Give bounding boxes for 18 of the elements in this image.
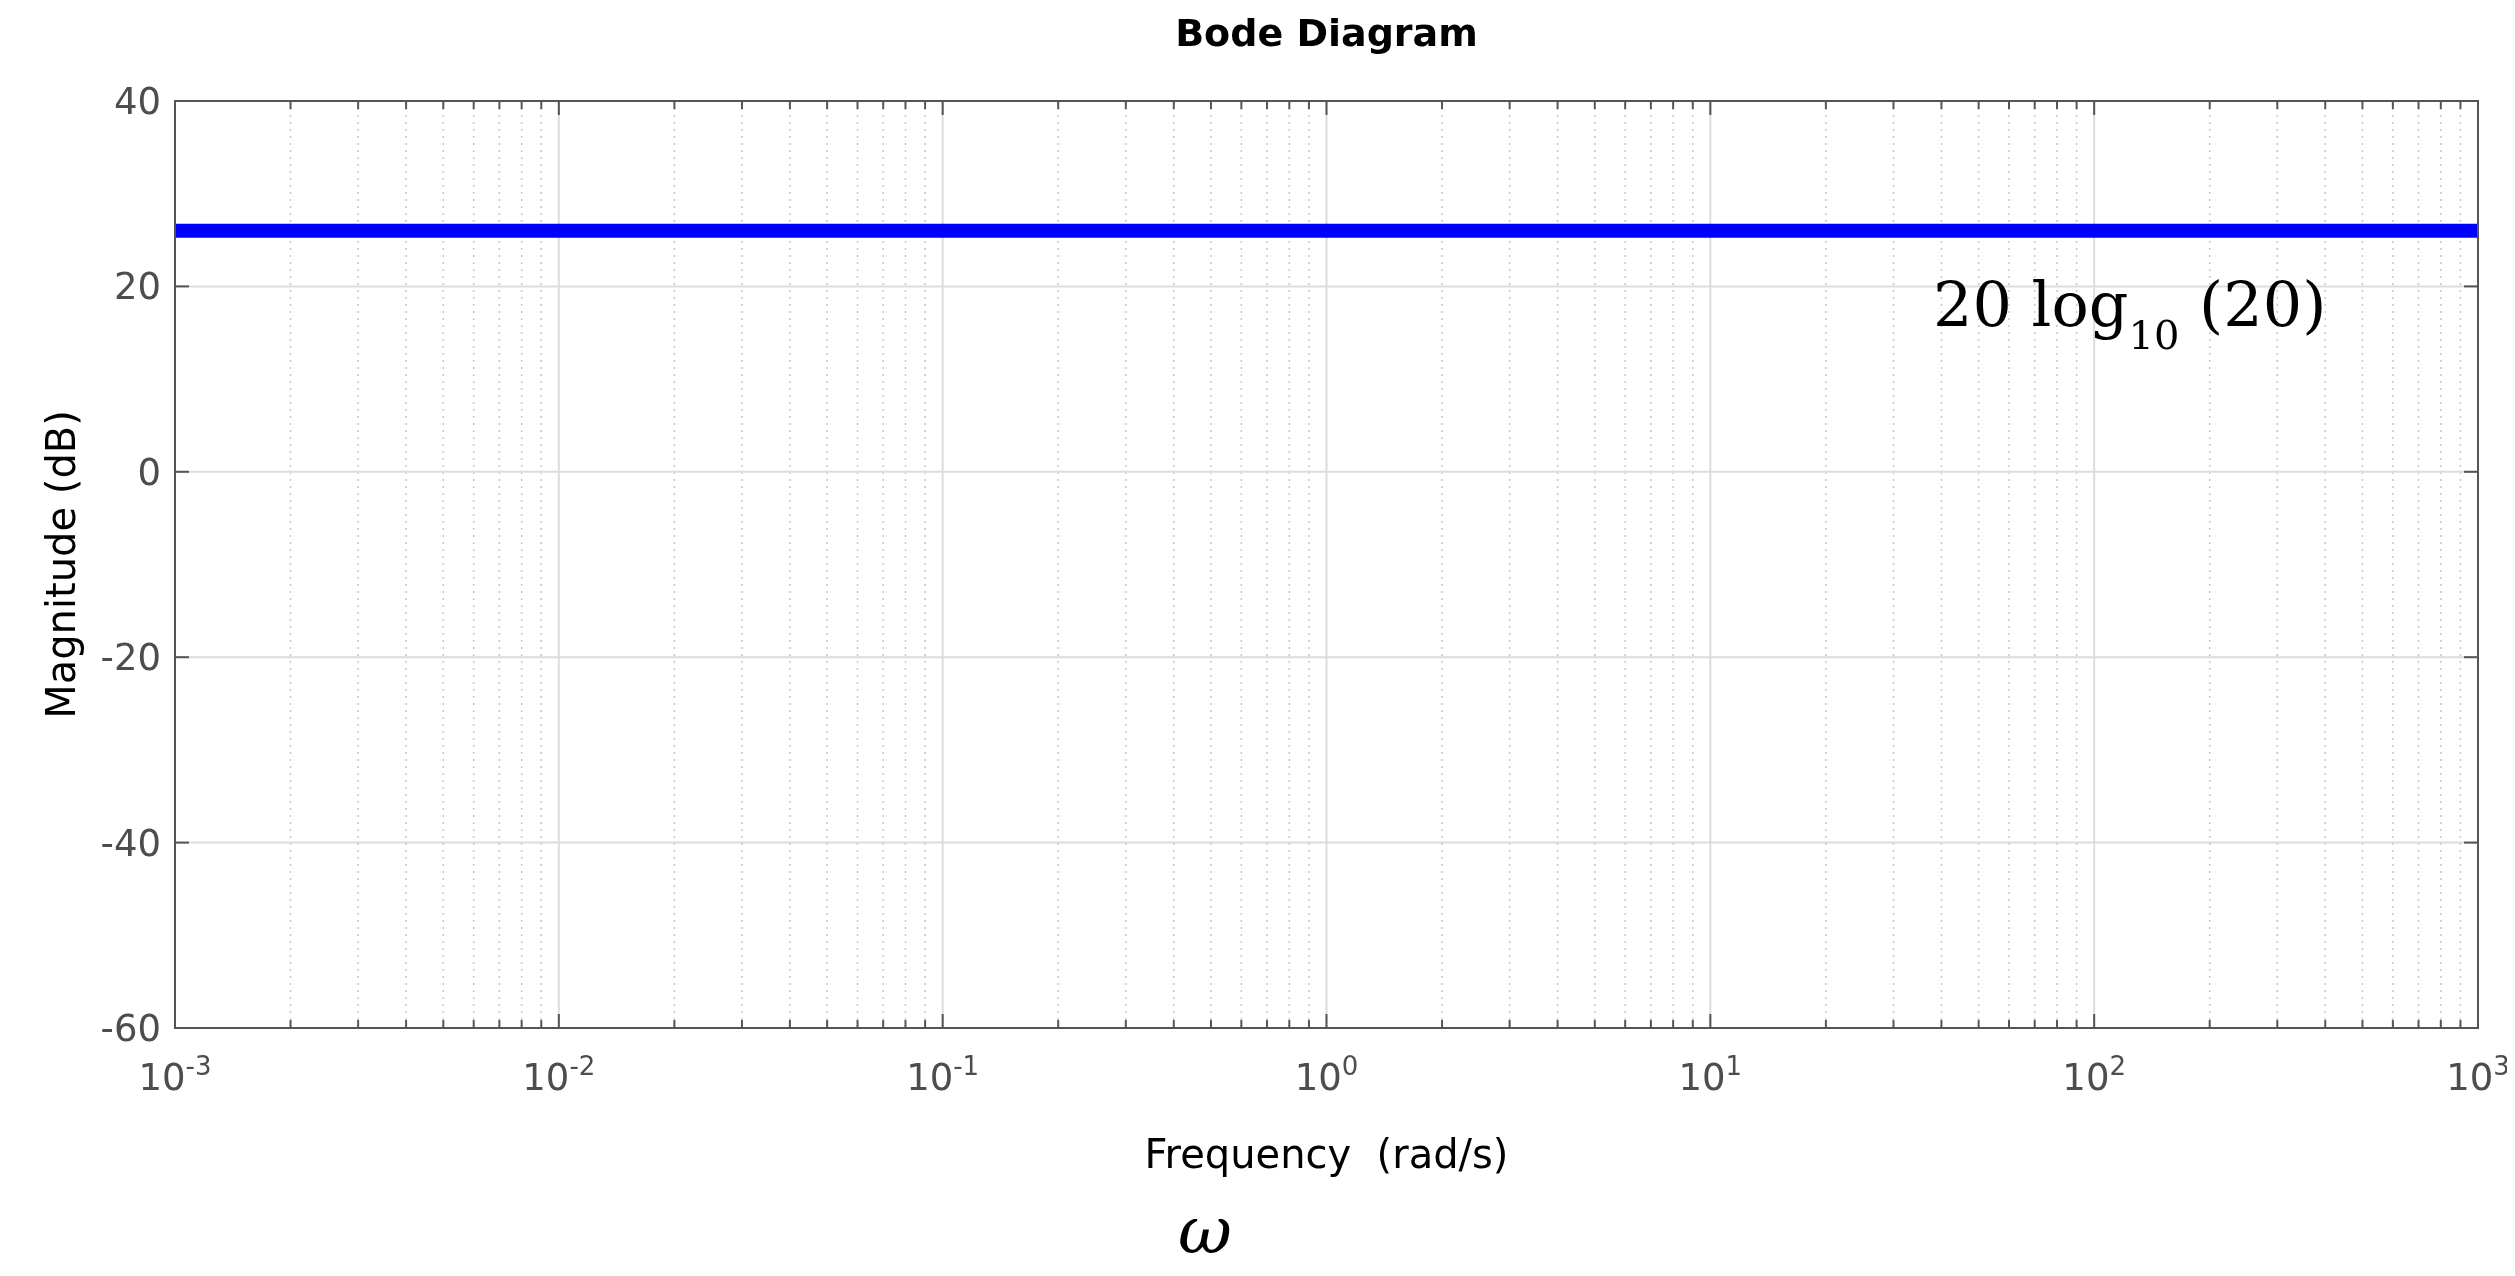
x-tick-label: 10$^{2}$ [2062, 1051, 2126, 1099]
annotation: 20 log$_{10}$ (20) [1933, 268, 2327, 358]
y-tick-label: 20 [113, 265, 161, 309]
y-tick-label: -60 [100, 1006, 161, 1050]
x-tick-label: 10$^{0}$ [1294, 1051, 1359, 1099]
chart-title: Bode Diagram [1175, 11, 1478, 55]
y-tick-label: -40 [100, 821, 161, 865]
y-tick-label: 0 [137, 450, 161, 494]
y-tick-label: 40 [113, 79, 161, 123]
y-tick-label: -20 [100, 636, 161, 680]
y-axis-title: Magnitude (dB) [38, 410, 84, 719]
x-axis-title: Frequency (rad/s) [1144, 1131, 1509, 1177]
text: ω [1178, 1192, 1232, 1269]
x-tick-label: 10$^{-2}$ [522, 1051, 596, 1099]
x-tick-label: 10$^{1}$ [1678, 1051, 1743, 1099]
x-tick-label: 10$^{-1}$ [906, 1051, 980, 1099]
x-tick-label: 10$^{-3}$ [138, 1051, 212, 1099]
x-tick-label: 10$^{3}$ [2446, 1051, 2510, 1099]
